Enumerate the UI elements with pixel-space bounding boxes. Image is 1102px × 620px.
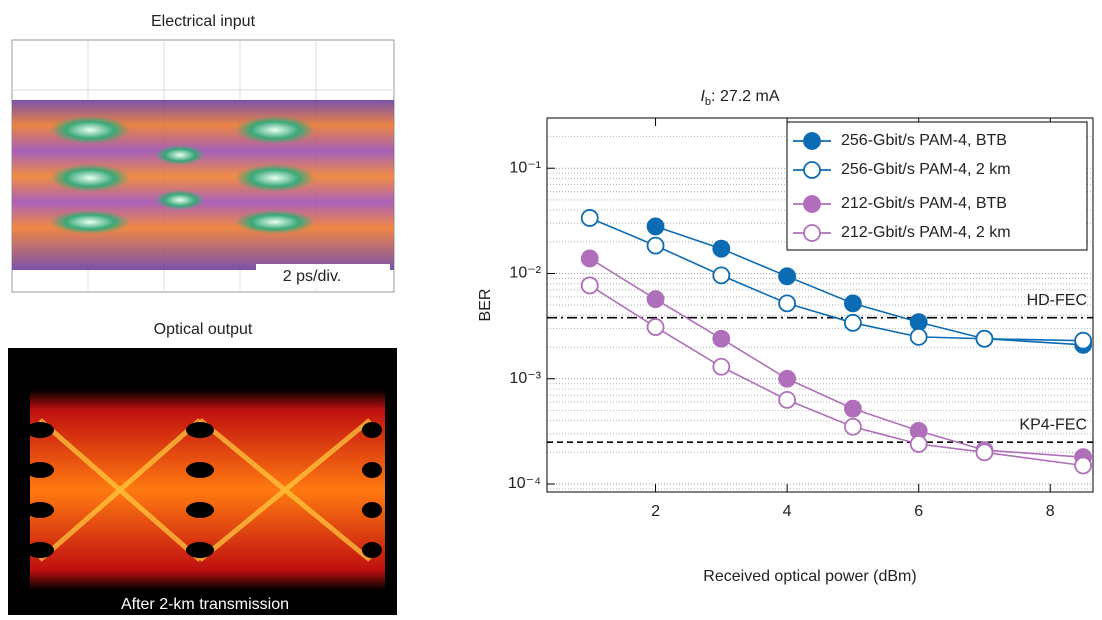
legend-label: 212-Gbit/s PAM-4, 2 km: [841, 224, 1011, 241]
chart-title: Ib: 27.2 mA: [700, 88, 779, 108]
eye-trace: [30, 390, 385, 590]
data-point: [648, 291, 664, 307]
data-point: [1075, 457, 1091, 473]
data-point: [845, 315, 861, 331]
data-point: [779, 295, 795, 311]
panel-title: Optical output: [154, 321, 253, 338]
data-point: [779, 392, 795, 408]
data-point: [713, 359, 729, 375]
legend-marker: [804, 225, 820, 241]
x-tick-label: 8: [1046, 503, 1055, 520]
series-line: [590, 285, 1083, 465]
data-point: [713, 331, 729, 347]
y-tick-label: 10⁻³: [509, 370, 541, 387]
legend-label: 256-Gbit/s PAM-4, 2 km: [841, 161, 1011, 178]
legend-marker: [804, 133, 820, 149]
data-point: [713, 267, 729, 283]
data-point: [582, 277, 598, 293]
x-axis-label: Received optical power (dBm): [703, 568, 916, 585]
y-axis-label: BER: [477, 289, 494, 322]
legend-label: 256-Gbit/s PAM-4, BTB: [841, 132, 1007, 149]
title-rest: : 27.2 mA: [711, 88, 780, 105]
y-tick-label: 10⁻⁴: [508, 475, 541, 492]
data-point: [911, 314, 927, 330]
data-point: [1075, 333, 1091, 349]
data-point: [713, 241, 729, 257]
legend-label: 212-Gbit/s PAM-4, BTB: [841, 195, 1007, 212]
data-point: [845, 401, 861, 417]
figure: Electrical input 2 ps/div. Optical outpu…: [0, 0, 1102, 615]
eye-caption: After 2-km transmission: [121, 596, 289, 613]
data-point: [911, 436, 927, 452]
y-tick-label: 10⁻²: [509, 265, 541, 282]
data-point: [582, 250, 598, 266]
data-point: [779, 371, 795, 387]
data-point: [845, 419, 861, 435]
data-point: [845, 295, 861, 311]
scale-label: 2 ps/div.: [283, 268, 341, 285]
panel-title: Electrical input: [151, 13, 256, 30]
threshold-label: KP4-FEC: [1019, 416, 1087, 433]
data-point: [976, 331, 992, 347]
data-point: [779, 268, 795, 284]
data-point: [976, 444, 992, 460]
data-point: [648, 218, 664, 234]
data-point: [582, 210, 598, 226]
y-tick-label: 10⁻¹: [509, 159, 541, 176]
legend-marker: [804, 162, 820, 178]
data-point: [911, 329, 927, 345]
data-point: [648, 238, 664, 254]
threshold-label: HD-FEC: [1027, 292, 1087, 309]
legend-marker: [804, 196, 820, 212]
series-line: [590, 258, 1083, 457]
x-tick-label: 4: [783, 503, 792, 520]
data-point: [648, 319, 664, 335]
x-tick-label: 6: [914, 503, 923, 520]
x-tick-label: 2: [651, 503, 660, 520]
